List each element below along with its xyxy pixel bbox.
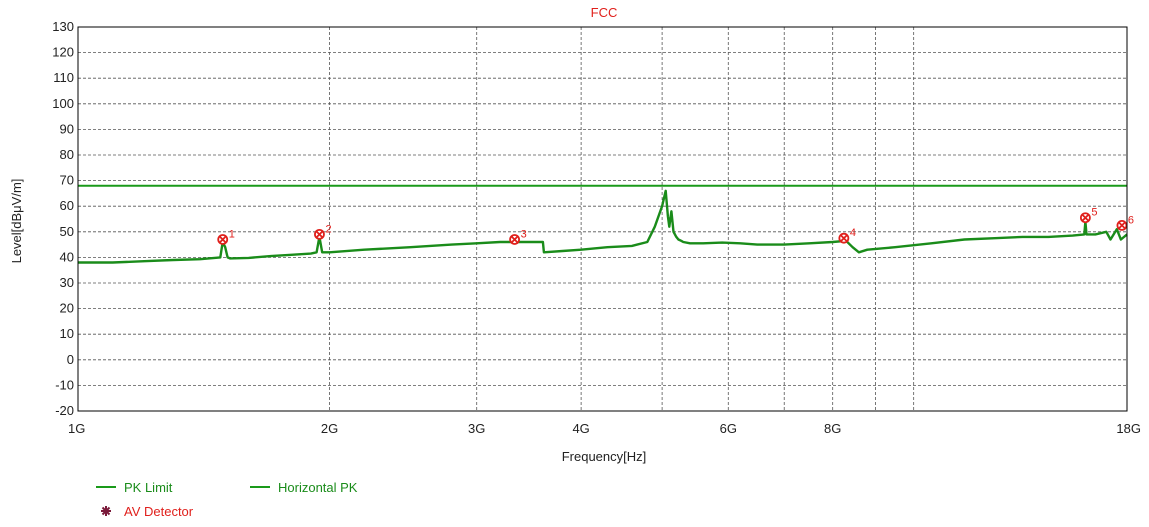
peak-marker-label: 4 — [850, 227, 856, 239]
peak-marker-cross — [219, 235, 227, 244]
peak-marker-6: 6 — [1116, 214, 1134, 231]
y-tick-label: 10 — [60, 326, 74, 341]
legend: PK Limit Horizontal PK AV Detector — [96, 480, 358, 519]
plot-frame — [77, 26, 1128, 412]
y-tick-label: 90 — [60, 121, 74, 136]
y-tick-label: 110 — [53, 70, 74, 85]
legend-label: AV Detector — [124, 504, 194, 519]
legend-star-icon — [101, 506, 111, 516]
x-tick-label: 2G — [321, 421, 338, 436]
y-tick-label: -20 — [55, 403, 74, 418]
legend-item-pk-limit: PK Limit — [96, 480, 173, 495]
y-tick-label: 40 — [60, 249, 74, 264]
y-tick-label: 80 — [60, 147, 74, 162]
x-tick-label: 8G — [824, 421, 841, 436]
y-axis-label: Level[dBμV/m] — [9, 179, 24, 264]
x-tick-label: 3G — [468, 421, 485, 436]
peak-marker-label: 1 — [229, 228, 235, 240]
peak-marker-cross — [1081, 214, 1090, 222]
peak-marker-cross — [840, 234, 848, 242]
y-tick-label: 60 — [60, 198, 74, 213]
peak-marker-label: 5 — [1091, 207, 1097, 219]
x-tick-label: 4G — [572, 421, 589, 436]
peak-marker-cross — [510, 235, 519, 244]
y-tick-label: 30 — [60, 275, 74, 290]
y-tick-label: 120 — [52, 45, 74, 60]
legend-item-av-detector: AV Detector — [101, 504, 194, 519]
x-tick-label: 6G — [720, 421, 737, 436]
x-tick-label: 1G — [68, 421, 85, 436]
y-tick-label: 0 — [67, 352, 74, 367]
peak-marker-label: 3 — [521, 228, 527, 240]
peak-marker-5: 5 — [1079, 207, 1098, 224]
legend-item-horizontal-pk: Horizontal PK — [250, 480, 358, 495]
legend-label: PK Limit — [124, 480, 173, 495]
peak-marker-label: 6 — [1128, 214, 1134, 226]
y-tick-label: 70 — [60, 173, 74, 188]
x-tick-label: 18G — [1116, 421, 1141, 436]
grid — [78, 27, 1127, 411]
peak-marker-2: 2 — [314, 223, 332, 240]
horizontal-pk-trace — [78, 189, 1128, 264]
y-tick-labels: -20 -10 0 10 20 30 40 50 60 70 80 90 100 110 120 130 — [52, 19, 74, 418]
y-tick-label: 130 — [52, 19, 74, 34]
peak-marker-3: 3 — [509, 228, 527, 245]
x-axis-label: Frequency[Hz] — [562, 449, 647, 464]
legend-label: Horizontal PK — [278, 480, 358, 495]
plot-layer: 1 2 3 4 5 6 — [78, 184, 1134, 264]
y-tick-label: 20 — [60, 301, 74, 316]
y-tick-label: 50 — [60, 224, 74, 239]
chart-title: FCC — [591, 5, 618, 20]
peak-marker-cross — [1118, 221, 1126, 230]
peak-marker-label: 2 — [325, 223, 331, 235]
y-tick-label: 100 — [52, 96, 74, 111]
peak-marker-cross — [315, 230, 324, 238]
peak-marker-1: 1 — [217, 228, 235, 245]
x-tick-labels: 1G 2G 3G 4G 6G 8G 18G — [68, 421, 1141, 436]
y-tick-label: -10 — [55, 377, 74, 392]
peak-marker-4: 4 — [838, 227, 856, 244]
